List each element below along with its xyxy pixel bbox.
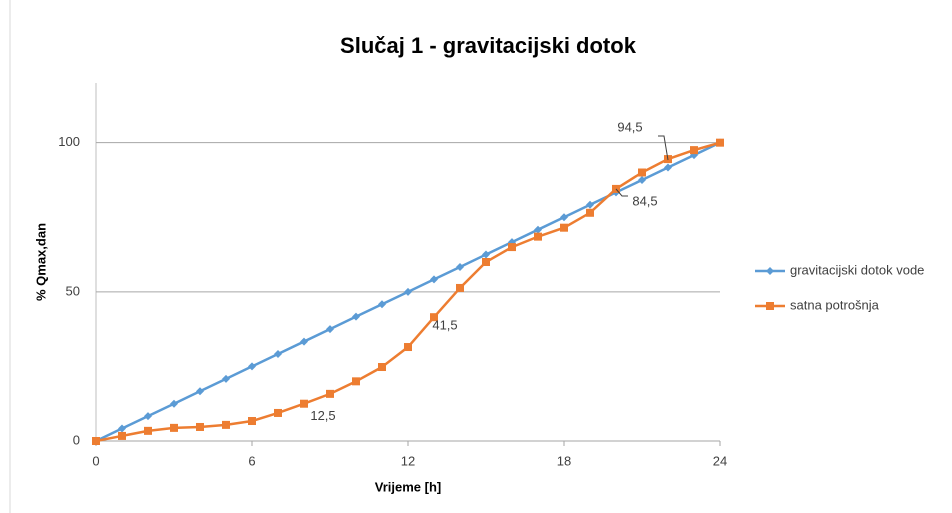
x-axis-title: Vrijeme [h] [375, 479, 441, 494]
marker [404, 287, 412, 296]
marker [690, 146, 698, 155]
x-tick-label: 24 [713, 453, 727, 468]
legend-label: satna potrošnja [790, 297, 880, 312]
marker [118, 431, 126, 440]
marker [274, 408, 282, 417]
data-label: 94,5 [617, 120, 642, 135]
marker [404, 343, 412, 352]
marker [144, 412, 152, 421]
marker [222, 420, 230, 429]
legend-marker [766, 267, 774, 275]
marker [534, 225, 542, 234]
marker [352, 312, 360, 321]
leader-line [658, 135, 669, 161]
y-tick-label: 0 [73, 432, 80, 447]
marker [118, 424, 126, 433]
marker [92, 437, 100, 445]
marker [430, 275, 438, 284]
y-tick-label: 100 [58, 134, 80, 149]
marker [664, 163, 672, 172]
marker [430, 313, 438, 322]
marker [170, 399, 178, 408]
x-tick-label: 18 [557, 453, 571, 468]
marker [378, 300, 386, 309]
marker [612, 184, 620, 193]
y-tick-label: 50 [66, 283, 80, 298]
marker [586, 200, 594, 209]
marker [560, 213, 568, 222]
marker [456, 262, 464, 271]
marker [248, 362, 256, 371]
legend-label: gravitacijski dotok vode [790, 262, 924, 277]
marker [482, 250, 490, 259]
leader-line [615, 188, 628, 197]
marker [326, 325, 334, 334]
marker [300, 337, 308, 346]
legend-marker [766, 302, 774, 310]
marker [716, 138, 724, 147]
marker [222, 374, 230, 383]
marker [482, 258, 490, 266]
marker [248, 417, 256, 426]
marker [352, 377, 360, 386]
chart-title: Slučaj 1 - gravitacijski dotok [340, 33, 637, 58]
marker [326, 389, 334, 398]
marker [196, 422, 204, 431]
marker [456, 283, 464, 292]
marker [508, 243, 516, 252]
data-label: 41,5 [432, 318, 457, 333]
marker [378, 363, 386, 372]
data-label: 84,5 [632, 193, 657, 208]
marker [560, 223, 568, 232]
marker [144, 426, 152, 435]
x-tick-label: 6 [248, 453, 255, 468]
y-axis-title: % Qmax,dan [33, 223, 48, 301]
data-label: 12,5 [310, 408, 335, 423]
marker [170, 423, 178, 432]
x-tick-label: 12 [401, 453, 415, 468]
marker [274, 349, 282, 358]
x-tick-label: 0 [92, 453, 99, 468]
marker [638, 175, 646, 184]
marker [638, 168, 646, 177]
marker [534, 232, 542, 241]
marker [300, 399, 308, 408]
marker [586, 208, 594, 217]
marker [196, 387, 204, 396]
